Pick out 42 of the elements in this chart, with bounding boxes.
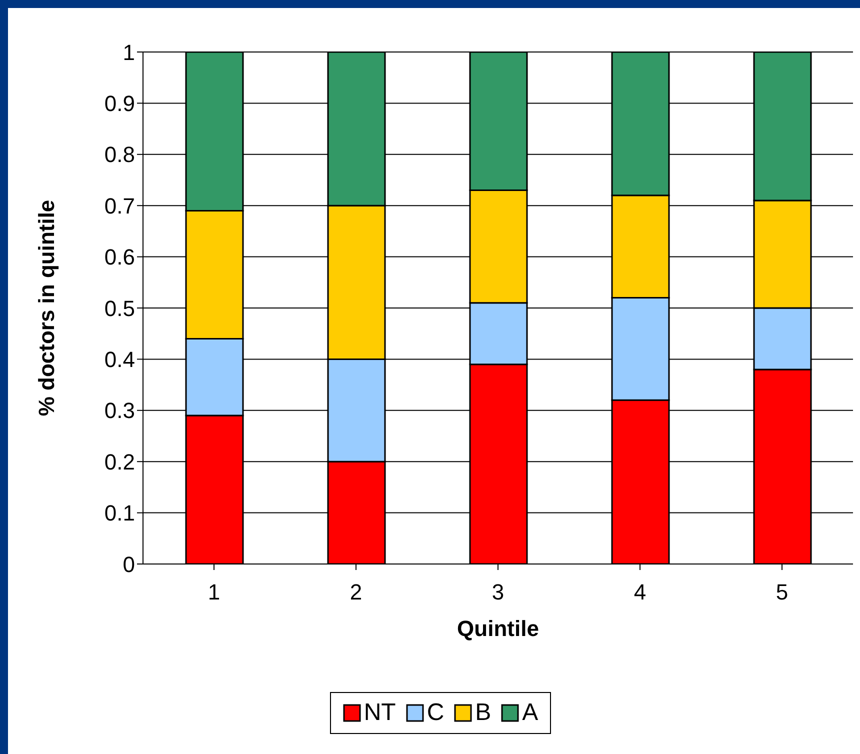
bar xyxy=(753,200,812,309)
bar xyxy=(611,297,670,401)
y-tick-label: 1 xyxy=(122,40,135,65)
bar xyxy=(469,364,528,564)
legend-label: NT xyxy=(364,699,396,727)
bar xyxy=(611,399,670,564)
bar xyxy=(611,194,670,299)
bar xyxy=(185,414,244,564)
x-tick-label: 4 xyxy=(634,580,646,605)
y-tick-label: 0.6 xyxy=(104,244,135,270)
legend-label: C xyxy=(426,699,444,727)
y-tick-label: 0.5 xyxy=(104,296,135,321)
x-tick-label: 3 xyxy=(492,580,504,605)
bar xyxy=(753,307,812,370)
y-tick-label: 0.2 xyxy=(104,449,135,474)
y-tick-label: 0.8 xyxy=(104,142,135,168)
y-tick-label: 0.9 xyxy=(104,91,135,116)
y-tick-label: 0.1 xyxy=(104,500,135,526)
x-axis-title: Quintile xyxy=(457,616,539,641)
y-tick-label: 0 xyxy=(122,552,135,577)
y-axis-title: % doctors in quintile xyxy=(34,200,59,416)
x-tick-label: 1 xyxy=(208,580,220,605)
bar xyxy=(611,52,670,196)
bar xyxy=(469,189,528,304)
bar xyxy=(327,52,386,206)
bar xyxy=(327,460,386,564)
bar xyxy=(327,358,386,462)
y-tick-label: 0.3 xyxy=(104,398,135,424)
bar xyxy=(185,338,244,416)
x-tick-label: 2 xyxy=(350,580,362,605)
bar xyxy=(469,302,528,366)
x-tick-label: 5 xyxy=(776,580,788,605)
bar xyxy=(327,204,386,360)
y-tick-label: 0.4 xyxy=(104,347,135,372)
bar xyxy=(469,52,528,191)
bar xyxy=(753,368,812,564)
bar xyxy=(185,52,244,212)
bar xyxy=(753,52,812,202)
bar xyxy=(185,210,244,340)
y-tick-label: 0.7 xyxy=(104,193,135,218)
legend-label: A xyxy=(522,699,538,727)
legend-label: B xyxy=(475,699,492,727)
